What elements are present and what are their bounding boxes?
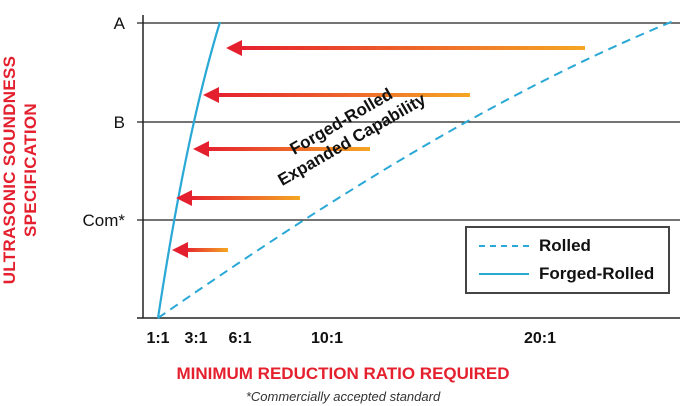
capability-arrow: [176, 190, 300, 206]
x-tick-label: 10:1: [311, 330, 343, 347]
y-tick-label: B: [114, 113, 125, 132]
x-tick-label: 6:1: [228, 330, 251, 347]
x-tick-label: 1:1: [146, 330, 169, 347]
series-line-rolled: [157, 19, 677, 319]
y-axis-label: ULTRASONIC SOUNDNESS SPECIFICATION: [0, 0, 40, 340]
footnote: *Commercially accepted standard: [245, 389, 441, 404]
arrow-shaft: [184, 248, 228, 252]
capability-arrow: [172, 242, 228, 258]
arrow-head: [172, 242, 188, 258]
x-tick-label: 3:1: [184, 330, 207, 347]
legend: Rolled Forged-Rolled: [465, 226, 670, 294]
arrow-head: [193, 141, 209, 157]
legend-swatch-rolled: [479, 245, 529, 247]
capability-arrow: [203, 87, 470, 103]
axes: [137, 15, 680, 319]
y-axis-label-line-1: ULTRASONIC SOUNDNESS: [0, 55, 19, 285]
capability-arrow: [226, 40, 585, 56]
arrow-head: [226, 40, 242, 56]
arrow-shaft: [215, 93, 470, 97]
legend-swatch-forged-rolled: [479, 273, 529, 275]
series-line-forged-rolled: [156, 21, 222, 319]
arrow-head: [203, 87, 219, 103]
tick-labels: Com* B A 1:1 3:1 6:1 10:1 20:1: [82, 14, 556, 347]
y-axis-label-line-2: SPECIFICATION: [21, 103, 40, 237]
x-axis-label: MINIMUM REDUCTION RATIO REQUIRED: [176, 364, 510, 383]
capability-arrow: [193, 141, 370, 157]
capability-arrows: [172, 40, 585, 258]
arrow-shaft: [238, 46, 585, 50]
curves: [156, 19, 677, 319]
x-tick-label: 20:1: [524, 330, 556, 347]
legend-label-forged-rolled: Forged-Rolled: [539, 264, 655, 283]
arrow-shaft: [188, 196, 300, 200]
expanded-capability-annotation: Forged-Rolled Expanded Capability: [275, 84, 430, 189]
arrow-head: [176, 190, 192, 206]
legend-item-rolled: Rolled: [479, 234, 591, 258]
legend-label-rolled: Rolled: [539, 236, 591, 255]
legend-item-forged-rolled: Forged-Rolled: [479, 262, 654, 286]
grid-lines: [137, 22, 680, 221]
arrow-shaft: [205, 147, 370, 151]
y-tick-label: Com*: [82, 211, 125, 230]
y-tick-label: A: [114, 14, 126, 33]
